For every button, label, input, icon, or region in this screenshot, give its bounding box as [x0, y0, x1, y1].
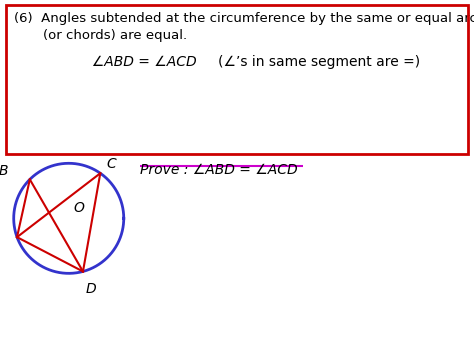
Bar	[6, 5, 468, 154]
Text: (or chords) are equal.: (or chords) are equal.	[43, 29, 187, 42]
Text: ∠ABD = ∠ACD: ∠ABD = ∠ACD	[83, 55, 197, 69]
Text: D: D	[85, 282, 96, 296]
Text: C: C	[106, 158, 116, 171]
Text: Prove : ∠ABD = ∠ACD: Prove : ∠ABD = ∠ACD	[140, 163, 298, 176]
Text: B: B	[0, 164, 9, 178]
Text: (6)  Angles subtended at the circumference by the same or equal arcs: (6) Angles subtended at the circumferenc…	[14, 12, 474, 26]
Text: (∠’s in same segment are =): (∠’s in same segment are =)	[218, 55, 420, 69]
Text: O: O	[73, 201, 84, 215]
